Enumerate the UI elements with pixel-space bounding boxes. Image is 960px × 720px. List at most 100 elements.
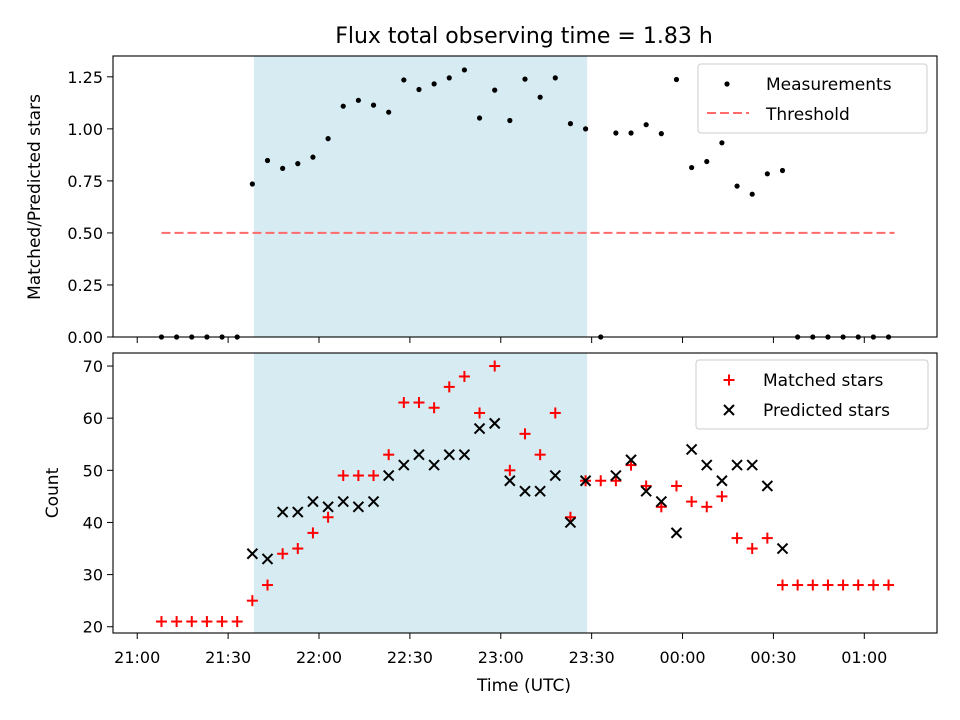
matched-star-point xyxy=(246,595,258,607)
measurement-point xyxy=(249,181,255,187)
predicted-star-point xyxy=(549,469,562,482)
x-tick-label: 23:30 xyxy=(569,648,615,667)
predicted-star-point xyxy=(746,459,758,471)
matched-star-point xyxy=(201,616,213,628)
matched-star-point xyxy=(746,543,758,555)
measurement-point xyxy=(340,103,346,109)
matched-star-point xyxy=(155,616,167,628)
count-legend: Matched stars Predicted stars xyxy=(695,359,929,430)
legend-threshold-label: Threshold xyxy=(765,105,850,125)
matched-star-point xyxy=(519,428,531,440)
matched-star-point xyxy=(610,475,622,487)
matched-star-point xyxy=(428,402,440,414)
matched-star-point xyxy=(792,579,804,591)
x-tick-label: 21:30 xyxy=(205,648,251,667)
measurement-point xyxy=(522,76,528,82)
legend-predicted-label: Predicted stars xyxy=(763,401,890,421)
measurement-point xyxy=(582,126,589,132)
predicted-star-point xyxy=(337,495,349,508)
top-observing-window xyxy=(253,56,588,337)
matched-star-point xyxy=(489,360,501,372)
predicted-star-point xyxy=(488,417,501,430)
predicted-star-point xyxy=(322,501,334,513)
matched-star-point xyxy=(383,449,395,461)
predicted-star-point xyxy=(413,448,425,461)
matched-star-point xyxy=(822,579,834,591)
matched-star-point xyxy=(216,616,228,628)
ratio-panel: 0.00 0.25 0.50 0.75 1.00 1.25 Matched/Predict… xyxy=(25,55,938,347)
measurement-point xyxy=(613,130,619,136)
bot-y-tick-label: 40 xyxy=(83,513,103,532)
matched-star-point xyxy=(549,407,561,419)
matched-star-point xyxy=(186,616,198,628)
predicted-star-point xyxy=(398,459,410,471)
x-tick-label: 22:00 xyxy=(296,648,342,667)
measurement-point xyxy=(295,161,301,167)
measurement-point xyxy=(386,109,392,115)
matched-star-point xyxy=(761,532,773,544)
top-y-tick-label: 0.25 xyxy=(67,276,103,295)
count-panel: 20 30 40 50 60 70 21:00 21:30 22:00 22:30 23:00 23… xyxy=(43,352,938,696)
matched-star-point xyxy=(534,449,546,461)
x-tick-label: 21:00 xyxy=(114,648,160,667)
predicted-star-point xyxy=(292,506,304,518)
predicted-star-point xyxy=(534,485,546,497)
predicted-star-point xyxy=(670,527,683,539)
matched-star-point xyxy=(670,480,682,492)
matched-star-point xyxy=(686,496,698,508)
matched-star-point xyxy=(352,470,364,482)
x-tick-label: 22:30 xyxy=(387,648,433,667)
predicted-star-point xyxy=(610,469,622,482)
legend-measurements-label: Measurements xyxy=(766,75,892,95)
matched-star-point xyxy=(701,501,713,513)
matched-star-point xyxy=(777,579,788,591)
ratio-y-axis-label: Matched/Predicted stars xyxy=(25,94,45,300)
matched-star-point xyxy=(731,532,743,544)
matched-star-point xyxy=(171,616,183,628)
measurement-point xyxy=(476,115,483,121)
measurement-point xyxy=(764,171,770,177)
top-y-tick-label: 0.50 xyxy=(67,224,103,243)
measurement-point xyxy=(507,117,513,124)
predicted-star-point xyxy=(352,501,365,513)
measurement-point xyxy=(461,67,468,73)
chart-title: Flux total observing time = 1.83 h xyxy=(335,24,713,49)
predicted-star-point xyxy=(367,495,380,508)
matched-star-point xyxy=(807,579,819,591)
matched-star-point xyxy=(337,470,349,482)
predicted-star-point xyxy=(716,475,728,487)
matched-star-point xyxy=(504,464,516,476)
measurement-point xyxy=(779,167,786,174)
count-panel-frame xyxy=(112,352,938,634)
bot-y-tick-label: 30 xyxy=(83,566,103,585)
matched-star-point xyxy=(655,501,667,513)
predicted-star-point xyxy=(443,448,455,461)
measurement-point xyxy=(537,94,543,100)
matched-star-point xyxy=(443,381,455,393)
matched-star-point xyxy=(277,548,289,560)
top-y-tick-label: 1.25 xyxy=(67,68,103,87)
measurement-point xyxy=(431,81,437,87)
measurement-point xyxy=(401,77,407,83)
matched-star-point xyxy=(716,490,728,502)
predicted-star-point xyxy=(685,443,698,456)
legend-frame xyxy=(695,359,929,430)
predicted-star-point xyxy=(276,506,289,518)
measurement-point xyxy=(325,136,331,142)
measurement-point xyxy=(689,164,695,171)
x-tick-label: 00:30 xyxy=(750,648,796,667)
top-y-tick-label: 0.75 xyxy=(67,172,103,191)
predicted-star-point xyxy=(519,485,531,497)
measurement-point xyxy=(658,131,664,137)
predicted-star-point xyxy=(640,485,652,497)
ratio-panel-frame xyxy=(112,55,938,338)
measurement-point xyxy=(310,154,316,160)
measurement-point xyxy=(355,97,361,103)
matched-star-point xyxy=(640,480,652,492)
legend-frame xyxy=(697,63,928,134)
x-axis-label: Time (UTC) xyxy=(476,676,571,696)
bot-y-tick-label: 60 xyxy=(83,409,103,428)
measurement-point xyxy=(628,130,634,136)
x-tick-label: 00:00 xyxy=(659,648,705,667)
